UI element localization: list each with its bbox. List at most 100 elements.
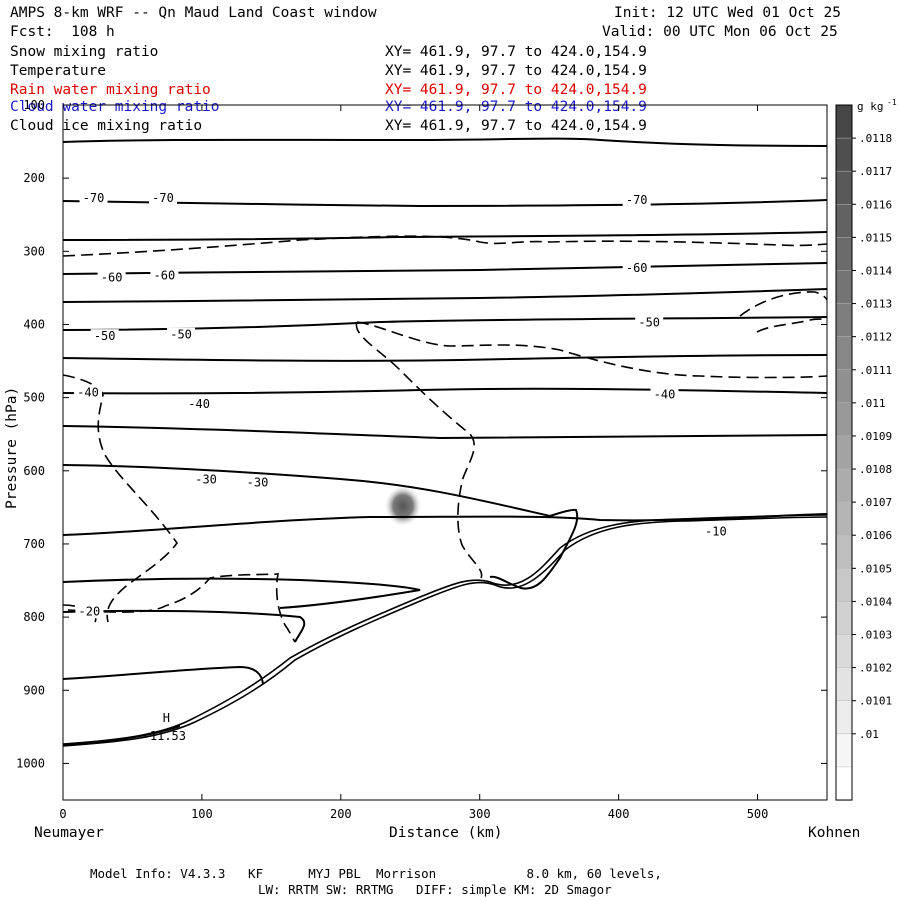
forecast-hour: Fcst: 108 h <box>10 24 115 40</box>
colorbar-cell <box>835 667 853 702</box>
plot-frame <box>62 104 828 801</box>
field-xy-cloud-ice: XY= 461.9, 97.7 to 424.0,154.9 <box>385 118 647 134</box>
contour-line <box>62 425 828 440</box>
contour-line <box>62 464 579 590</box>
contour-line <box>62 231 828 241</box>
colorbar-label: .011 <box>859 397 886 410</box>
contour-label-bg <box>74 385 103 400</box>
colorbar-cell <box>835 137 853 172</box>
colorbar-cell <box>835 501 853 536</box>
extremum-value: -11.53 <box>143 729 186 743</box>
field-name-rain: Rain water mixing ratio <box>10 82 211 98</box>
contour-label: -40 <box>77 386 99 400</box>
contour-label: -10 <box>705 525 727 539</box>
contour-line <box>62 288 828 303</box>
contour-line <box>62 387 828 395</box>
colorbar-cell <box>835 336 853 371</box>
contour-label: -70 <box>626 193 648 207</box>
colorbar-cell <box>835 237 853 272</box>
x-end-label-left: Neumayer <box>34 825 104 841</box>
snow-contours <box>62 235 828 643</box>
colorbar-cell <box>835 402 853 437</box>
y-tick-label: 300 <box>23 244 45 258</box>
y-tick-label: 800 <box>23 610 45 624</box>
x-axis-label: Distance (km) <box>389 825 503 841</box>
colorbar-label: .0118 <box>859 132 892 145</box>
contour-line <box>62 199 828 208</box>
init-time: Init: 12 UTC Wed 01 Oct 25 <box>614 5 841 21</box>
colorbar-label: .0116 <box>859 198 892 211</box>
contour-label: -50 <box>94 329 116 343</box>
colorbar-label: .0103 <box>859 629 892 642</box>
colorbar-cell <box>835 270 853 305</box>
contour-label: -70 <box>152 191 174 205</box>
terrain-surface <box>62 514 828 747</box>
contour-label-bg <box>635 315 664 330</box>
colorbar-cell <box>835 435 853 470</box>
colorbar-cell <box>835 733 853 768</box>
colorbar-unit: g kg <box>857 100 884 113</box>
field-xy-snow: XY= 461.9, 97.7 to 424.0,154.9 <box>385 44 647 60</box>
colorbar-cell <box>835 766 853 801</box>
colorbar-label: .0117 <box>859 165 892 178</box>
colorbar-unit-exponent: -1 <box>887 98 897 107</box>
contour-label-bg <box>650 387 679 402</box>
colorbar-cell <box>835 204 853 239</box>
contour-label-bg <box>192 472 221 487</box>
cloud-ice-shading <box>385 486 421 526</box>
colorbar-label: .0108 <box>859 463 892 476</box>
x-end-label-right: Kohnen <box>808 825 861 841</box>
extremum-high-label: H <box>163 711 170 725</box>
y-tick-label: 900 <box>23 683 45 697</box>
y-tick-label: 200 <box>23 171 45 185</box>
contour-label-bg <box>75 604 104 619</box>
x-tick-label: 200 <box>330 807 352 821</box>
colorbar-label: .0107 <box>859 496 892 509</box>
valid-time: Valid: 00 UTC Mon 06 Oct 25 <box>602 24 838 40</box>
colorbar-cell <box>835 468 853 503</box>
model-info-line2: LW: RRTM SW: RRTMG DIFF: simple KM: 2D S… <box>258 882 612 897</box>
field-xy-rain: XY= 461.9, 97.7 to 424.0,154.9 <box>385 82 647 98</box>
contour-label: -60 <box>101 271 123 285</box>
contour-line <box>62 665 264 685</box>
colorbar-label: .0101 <box>859 695 892 708</box>
x-tick-label: 0 <box>59 807 66 821</box>
colorbar-cell <box>835 700 853 735</box>
contour-label: -40 <box>188 397 210 411</box>
contour-label: -50 <box>170 328 192 342</box>
colorbar-label: .0114 <box>859 264 892 277</box>
field-name-snow: Snow mixing ratio <box>10 44 159 60</box>
contour-line <box>62 577 421 609</box>
contour-line <box>62 354 828 362</box>
contour-label: -40 <box>654 388 676 402</box>
contour-label: -60 <box>626 261 648 275</box>
colorbar-cell <box>835 104 853 139</box>
colorbar-cell <box>835 568 853 603</box>
contour-line <box>62 262 828 275</box>
field-name-cloud-ice: Cloud ice mixing ratio <box>10 118 203 134</box>
x-tick-label: 100 <box>191 807 213 821</box>
snow-contour <box>67 573 296 643</box>
colorbar-label: .0105 <box>859 562 892 575</box>
colorbar-cell <box>835 369 853 404</box>
y-tick-label: 500 <box>23 391 45 405</box>
contour-label: -50 <box>638 315 660 329</box>
x-tick-label: 300 <box>469 807 491 821</box>
colorbar-cell <box>835 634 853 669</box>
contour-label-bg <box>622 261 651 276</box>
field-xy-temperature: XY= 461.9, 97.7 to 424.0,154.9 <box>385 63 647 79</box>
colorbar-label: .0106 <box>859 529 892 542</box>
contour-label-bg <box>167 327 196 342</box>
contour-label-bg <box>149 190 178 205</box>
colorbar-label: .0102 <box>859 662 892 675</box>
contour-label: -60 <box>154 268 176 282</box>
colorbar-label: .0111 <box>859 364 892 377</box>
terrain-line <box>62 514 828 745</box>
x-tick-label: 400 <box>608 807 630 821</box>
contour-line <box>62 609 306 643</box>
colorbar-cell <box>835 534 853 570</box>
snow-contour <box>355 321 483 579</box>
snow-contour <box>356 321 828 379</box>
snow-contour <box>62 235 828 257</box>
